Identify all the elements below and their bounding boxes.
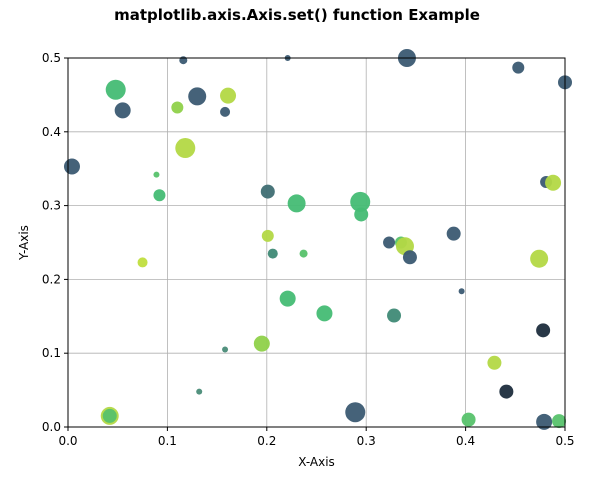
scatter-point bbox=[220, 87, 237, 104]
scatter-point bbox=[175, 138, 196, 159]
scatter-point bbox=[536, 323, 551, 338]
scatter-point bbox=[530, 249, 549, 268]
x-tick-label: 0.2 bbox=[257, 434, 276, 448]
scatter-point bbox=[458, 288, 465, 295]
scatter-point bbox=[350, 191, 371, 212]
x-tick-label: 0.4 bbox=[456, 434, 475, 448]
x-tick-label: 0.5 bbox=[555, 434, 574, 448]
scatter-point bbox=[260, 184, 275, 199]
x-tick-label: 0.0 bbox=[58, 434, 77, 448]
scatter-point bbox=[171, 101, 184, 114]
scatter-point bbox=[446, 226, 461, 241]
chart-title: matplotlib.axis.Axis.set() function Exam… bbox=[114, 6, 480, 24]
scatter-point bbox=[63, 158, 80, 175]
scatter-point bbox=[261, 229, 274, 242]
scatter-point bbox=[299, 249, 308, 258]
scatter-point bbox=[461, 412, 476, 427]
x-tick-label: 0.1 bbox=[158, 434, 177, 448]
y-tick-label: 0.1 bbox=[42, 346, 61, 360]
data-points bbox=[63, 49, 572, 430]
scatter-point bbox=[387, 308, 402, 323]
scatter-point bbox=[179, 56, 188, 65]
y-tick-label: 0.5 bbox=[42, 51, 61, 65]
y-tick-label: 0.4 bbox=[42, 125, 61, 139]
scatter-point bbox=[354, 207, 369, 222]
scatter-point bbox=[512, 61, 525, 74]
scatter-point bbox=[105, 79, 126, 100]
scatter-point bbox=[383, 236, 396, 249]
x-axis-label: X-Axis bbox=[298, 455, 335, 469]
scatter-point bbox=[279, 290, 296, 307]
scatter-point bbox=[316, 305, 333, 322]
x-axis-ticks: 0.0 0.1 0.2 0.3 0.4 0.5 bbox=[58, 427, 575, 448]
scatter-point bbox=[196, 388, 203, 395]
scatter-point bbox=[345, 402, 366, 423]
scatter-point bbox=[552, 414, 567, 429]
scatter-point bbox=[402, 250, 417, 265]
scatter-point bbox=[287, 194, 306, 213]
scatter-point bbox=[253, 335, 270, 352]
y-tick-label: 0.3 bbox=[42, 199, 61, 213]
grid-lines bbox=[67, 57, 566, 428]
x-tick-label: 0.3 bbox=[357, 434, 376, 448]
scatter-point bbox=[102, 408, 117, 423]
scatter-point bbox=[222, 346, 229, 353]
scatter-point bbox=[188, 87, 207, 106]
scatter-point bbox=[153, 189, 166, 202]
y-axis-ticks: 0.0 0.1 0.2 0.3 0.4 0.5 bbox=[42, 51, 68, 434]
scatter-point bbox=[153, 171, 160, 178]
scatter-point bbox=[499, 384, 514, 399]
plot-frame bbox=[67, 57, 566, 428]
y-tick-label: 0.2 bbox=[42, 272, 61, 286]
scatter-point bbox=[545, 174, 562, 191]
scatter-point bbox=[487, 355, 502, 370]
scatter-point bbox=[114, 102, 131, 119]
scatter-point bbox=[267, 248, 278, 259]
y-tick-label: 0.0 bbox=[42, 420, 61, 434]
y-axis-label: Y-Axis bbox=[17, 225, 31, 261]
scatter-point bbox=[536, 413, 553, 430]
scatter-point bbox=[137, 257, 148, 268]
scatter-point bbox=[220, 106, 231, 117]
